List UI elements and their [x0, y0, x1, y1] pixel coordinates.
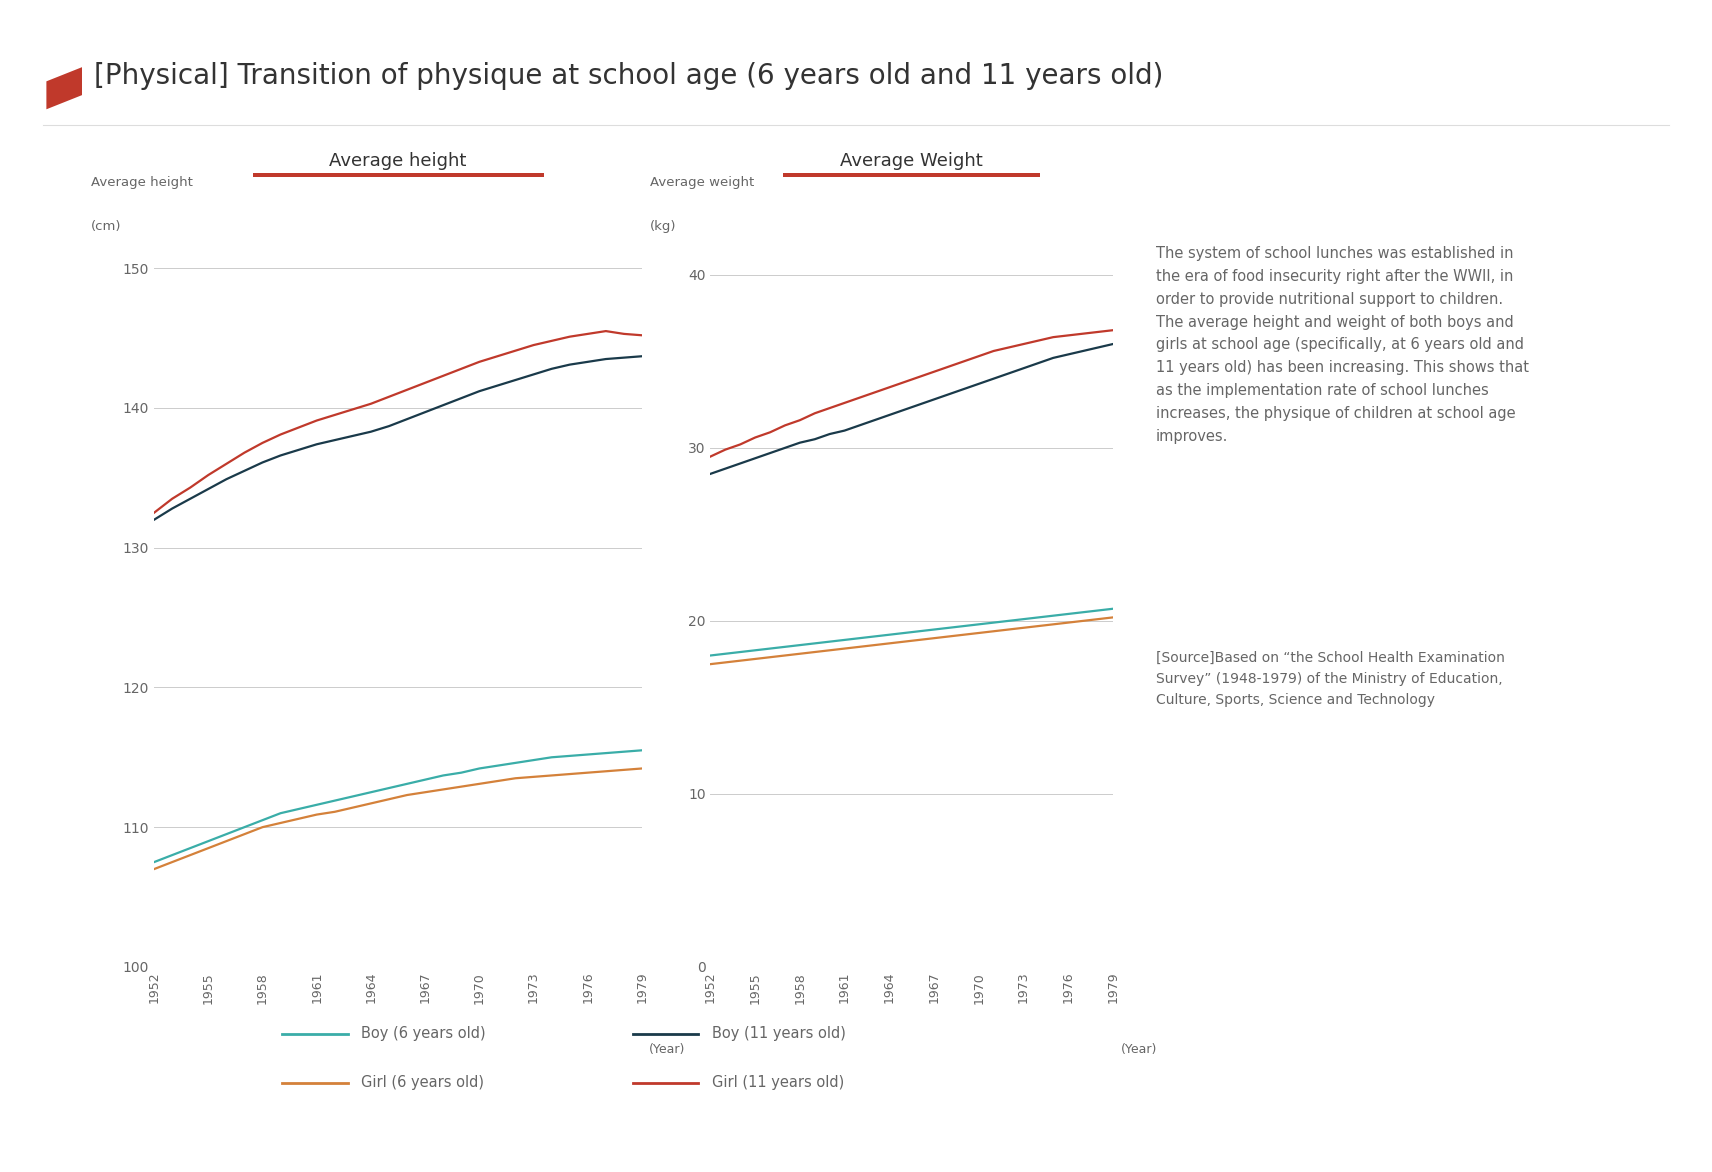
Text: Average height: Average height: [329, 152, 467, 170]
Text: Girl (11 years old): Girl (11 years old): [712, 1076, 844, 1090]
Text: Boy (11 years old): Boy (11 years old): [712, 1027, 846, 1041]
Text: (Year): (Year): [649, 1043, 687, 1056]
Text: Boy (6 years old): Boy (6 years old): [361, 1027, 486, 1041]
Text: [Physical] Transition of physique at school age (6 years old and 11 years old): [Physical] Transition of physique at sch…: [94, 62, 1164, 90]
Text: (kg): (kg): [651, 220, 676, 233]
Text: Average height: Average height: [91, 177, 192, 190]
Text: [Source]Based on “the School Health Examination
Survey” (1948-1979) of the Minis: [Source]Based on “the School Health Exam…: [1156, 650, 1505, 707]
Text: Average weight: Average weight: [651, 177, 755, 190]
Text: (Year): (Year): [1121, 1043, 1157, 1056]
Text: (cm): (cm): [91, 220, 122, 233]
Text: The system of school lunches was established in
the era of food insecurity right: The system of school lunches was establi…: [1156, 246, 1529, 443]
Text: Average Weight: Average Weight: [841, 152, 983, 170]
Text: Girl (6 years old): Girl (6 years old): [361, 1076, 484, 1090]
Polygon shape: [46, 67, 82, 109]
